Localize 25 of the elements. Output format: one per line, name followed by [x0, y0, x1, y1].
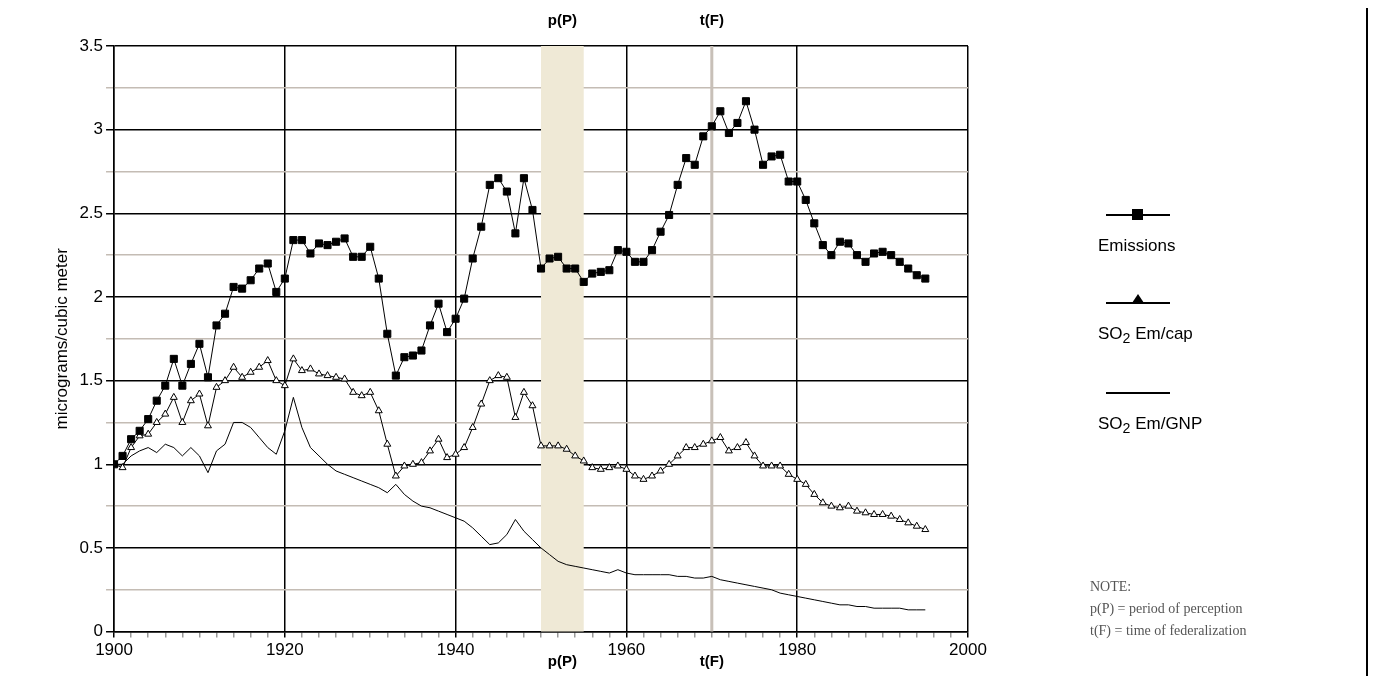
- text: t(F): [699, 652, 724, 670]
- x-tick-label: 1900: [95, 640, 133, 660]
- x-tick-label: 1960: [607, 640, 646, 660]
- x-tick-label: 1980: [778, 640, 817, 660]
- y-tick-label: 2: [93, 286, 104, 306]
- y-tick-label: 3.5: [79, 35, 104, 55]
- y-tick-label: 0: [93, 621, 104, 641]
- text: t(F) = time of federalization: [1090, 622, 1247, 640]
- text: SO$_{2}$ Em/GNP: [1098, 414, 1203, 437]
- y-tick-label: 0.5: [79, 537, 104, 557]
- legend-label: Emissions: [1098, 236, 1177, 256]
- text: p(P): [547, 652, 577, 670]
- y-tick-label: 1.5: [79, 370, 104, 390]
- ref-line-label: t(F): [699, 10, 724, 28]
- text: SO$_{2}$ Em/cap: [1098, 324, 1194, 347]
- y-tick-label: 1: [93, 453, 104, 473]
- band-label: p(P): [547, 10, 577, 28]
- y-tick-label: 3: [93, 119, 104, 139]
- x-tick-label: 2000: [949, 640, 987, 660]
- x-tick-label: 1920: [265, 640, 304, 660]
- x-tick-label: 1940: [436, 640, 475, 660]
- text: p(P) = period of perception: [1090, 600, 1244, 618]
- y-axis-title: micrograms/cubic meter: [51, 247, 71, 430]
- text: NOTE:: [1090, 578, 1133, 596]
- y-tick-label: 2.5: [79, 203, 104, 222]
